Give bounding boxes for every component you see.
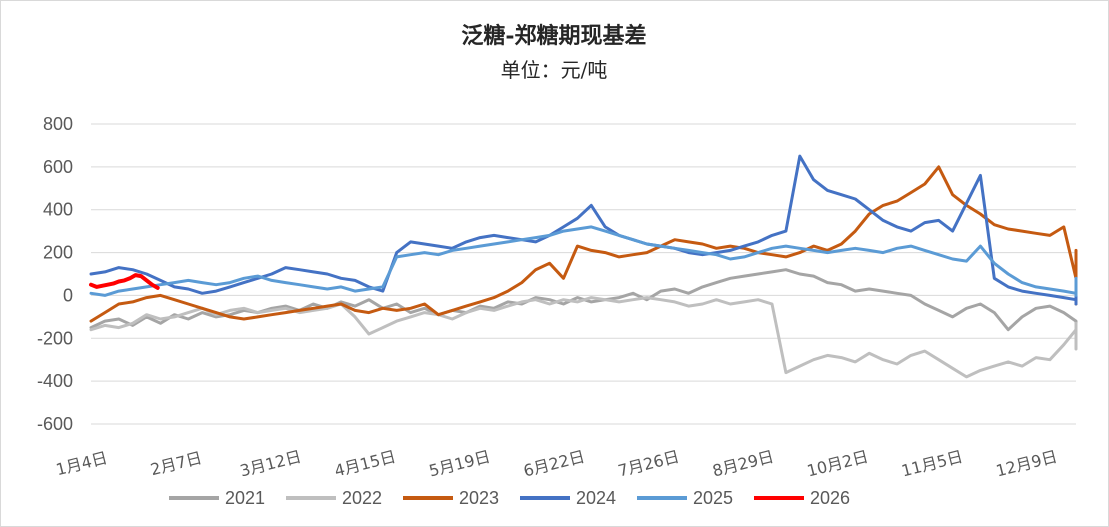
y-tick-label: 0 xyxy=(63,285,73,305)
x-tick-label: 12月9日 xyxy=(994,447,1059,481)
x-tick-label: 10月2日 xyxy=(805,447,870,481)
legend-label: 2022 xyxy=(342,488,382,508)
y-tick-label: 200 xyxy=(43,243,73,263)
legend-label: 2023 xyxy=(459,488,499,508)
series-line-2022 xyxy=(89,296,1078,379)
x-tick-label: 3月12日 xyxy=(238,447,303,481)
series-lines xyxy=(89,154,1078,379)
chart-title: 泛糖-郑糖期现基差 xyxy=(461,23,646,49)
gridlines xyxy=(91,123,1076,425)
x-tick-label: 11月5日 xyxy=(900,447,965,481)
y-axis-ticks: -600 -400 -200 0 200 400 600 800 xyxy=(37,114,73,434)
x-tick-label: 2月7日 xyxy=(148,448,203,479)
y-tick-label: -200 xyxy=(37,328,73,348)
x-tick-label: 8月29日 xyxy=(711,447,776,481)
legend-label: 2021 xyxy=(225,488,265,508)
y-tick-label: 800 xyxy=(43,114,73,134)
y-tick-label: 400 xyxy=(43,200,73,220)
y-tick-label: -400 xyxy=(37,371,73,391)
legend-label: 2026 xyxy=(810,488,850,508)
chart-subtitle: 单位：元/吨 xyxy=(501,58,608,82)
legend: 2021 2022 2023 2024 2025 2026 xyxy=(169,488,850,508)
y-tick-label: -600 xyxy=(37,414,73,434)
legend-label: 2025 xyxy=(693,488,733,508)
x-tick-label: 4月15日 xyxy=(333,447,398,481)
x-tick-label: 1月4日 xyxy=(54,448,109,479)
x-tick-label: 6月22日 xyxy=(522,447,587,481)
legend-label: 2024 xyxy=(576,488,616,508)
y-tick-label: 600 xyxy=(43,157,73,177)
series-line-2026 xyxy=(89,273,160,290)
series-line-2025 xyxy=(89,225,1078,297)
x-tick-label: 5月19日 xyxy=(427,447,492,481)
series-line-2023 xyxy=(89,165,1078,323)
x-tick-label: 7月26日 xyxy=(616,447,681,481)
x-axis-ticks: 1月4日 2月7日 3月12日 4月15日 5月19日 6月22日 7月26日 8月29日 10… xyxy=(54,447,1059,481)
